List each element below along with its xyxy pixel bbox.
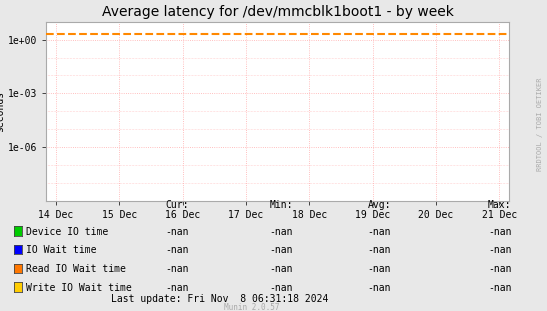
Y-axis label: seconds: seconds (0, 91, 5, 132)
Text: -nan: -nan (368, 227, 391, 237)
Text: Max:: Max: (488, 200, 511, 210)
Text: -nan: -nan (488, 227, 511, 237)
Text: -nan: -nan (165, 245, 189, 255)
Text: -nan: -nan (269, 245, 293, 255)
Text: -nan: -nan (488, 283, 511, 293)
Text: -nan: -nan (165, 283, 189, 293)
Text: -nan: -nan (368, 264, 391, 274)
Text: -nan: -nan (165, 264, 189, 274)
Text: Last update: Fri Nov  8 06:31:18 2024: Last update: Fri Nov 8 06:31:18 2024 (111, 294, 328, 304)
Text: -nan: -nan (368, 245, 391, 255)
Text: -nan: -nan (368, 283, 391, 293)
Text: RRDTOOL / TOBI OETIKER: RRDTOOL / TOBI OETIKER (537, 78, 543, 171)
Text: Min:: Min: (269, 200, 293, 210)
Text: -nan: -nan (488, 245, 511, 255)
Text: IO Wait time: IO Wait time (26, 245, 97, 255)
Title: Average latency for /dev/mmcblk1boot1 - by week: Average latency for /dev/mmcblk1boot1 - … (102, 5, 453, 19)
Text: -nan: -nan (269, 227, 293, 237)
Text: -nan: -nan (165, 227, 189, 237)
Text: Avg:: Avg: (368, 200, 391, 210)
Text: -nan: -nan (488, 264, 511, 274)
Text: Cur:: Cur: (165, 200, 189, 210)
Text: Munin 2.0.57: Munin 2.0.57 (224, 304, 280, 311)
Text: Read IO Wait time: Read IO Wait time (26, 264, 126, 274)
Text: -nan: -nan (269, 264, 293, 274)
Text: Device IO time: Device IO time (26, 227, 108, 237)
Text: Write IO Wait time: Write IO Wait time (26, 283, 132, 293)
Text: -nan: -nan (269, 283, 293, 293)
